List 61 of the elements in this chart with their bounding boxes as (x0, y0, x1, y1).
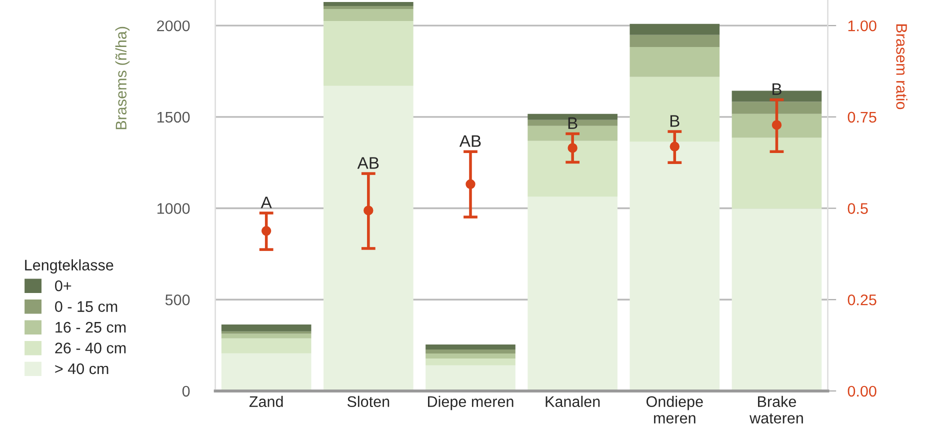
bar (528, 196, 618, 391)
bar (426, 354, 516, 358)
bar (221, 334, 312, 338)
bar (324, 2, 414, 6)
annotation: B (568, 117, 578, 129)
y2-tick-label: 0.75 (848, 112, 876, 123)
annotation: B (670, 115, 680, 127)
legend-label: 0+ (55, 280, 72, 292)
annotation: AB (357, 157, 379, 169)
y-tick-label: 2000 (157, 20, 190, 32)
point (466, 179, 476, 190)
y2-tick-label: 1.00 (848, 20, 876, 32)
y2-tick-label: 0.25 (848, 294, 876, 306)
legend-label: > 40 cm (55, 363, 108, 374)
y-tick-label: 1500 (157, 112, 190, 123)
bar (221, 338, 312, 354)
y-tick-label: 500 (165, 294, 190, 306)
bar (324, 8, 414, 22)
point (772, 120, 782, 130)
y2-axis-title: Brasem ratio (896, 24, 908, 110)
y-tick-label: 0 (182, 386, 190, 397)
y-axis-title: Brasems (ñ/ha) (115, 26, 130, 130)
legend-label: 0 - 15 cm (55, 301, 118, 312)
bar (221, 324, 312, 332)
bar (732, 114, 822, 138)
x-tick-label: Zand (249, 396, 283, 408)
bar (324, 21, 414, 86)
x-tick-label: Kanalen (546, 396, 600, 408)
bar (732, 102, 822, 114)
bar (630, 46, 720, 77)
bar (426, 365, 516, 391)
x-tick-label: Diepe meren (428, 396, 514, 410)
bar (528, 140, 618, 197)
bar (732, 138, 822, 209)
bar (221, 353, 312, 391)
bar (630, 34, 720, 47)
point (364, 206, 374, 216)
bar (630, 24, 720, 35)
y2-tick-label: 0.5 (848, 203, 868, 214)
bar (324, 6, 414, 9)
x-tick-label: Ondiepe meren (646, 396, 703, 424)
y-tick-label: 1000 (157, 203, 190, 214)
bar (630, 76, 720, 142)
point (568, 143, 578, 153)
y2-tick-label: 0.00 (848, 386, 876, 397)
bar (426, 358, 516, 366)
bar (221, 331, 312, 334)
bar (324, 86, 414, 391)
legend-title: Lengteklasse (25, 259, 114, 274)
bar (426, 344, 516, 350)
x-tick-label: Brake wateren (750, 396, 803, 424)
annotation: AB (459, 135, 481, 147)
bar (630, 142, 720, 391)
x-tick-label: Sloten (347, 396, 390, 408)
annotation: A (260, 196, 272, 208)
point (670, 142, 680, 152)
point (261, 226, 272, 236)
legend-label: 16 - 25 cm (56, 322, 126, 333)
bar (426, 349, 516, 354)
bar (732, 208, 822, 391)
legend-label: 26 - 40 cm (55, 342, 126, 354)
